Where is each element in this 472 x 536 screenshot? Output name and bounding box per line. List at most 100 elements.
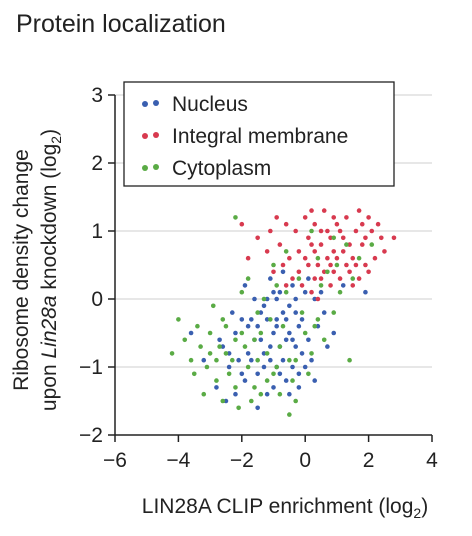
data-point <box>334 221 340 227</box>
x-tick-label: −6 <box>103 449 127 472</box>
data-point <box>315 296 321 302</box>
data-point <box>372 255 378 261</box>
x-tick-label: 4 <box>426 449 438 472</box>
data-point <box>309 351 314 356</box>
data-point <box>318 228 324 234</box>
data-point <box>359 242 365 247</box>
data-point <box>252 296 257 302</box>
data-point <box>239 330 245 336</box>
data-point <box>236 405 241 411</box>
data-point <box>207 330 213 336</box>
data-point <box>325 255 330 261</box>
data-point <box>337 228 343 234</box>
axes <box>108 94 433 442</box>
tick-labels: −6 −4 −2 0 2 4 −2 −1 0 1 2 3 <box>79 84 438 472</box>
data-point <box>268 344 273 349</box>
data-point <box>391 235 397 241</box>
data-point <box>309 242 314 247</box>
data-point <box>283 249 289 254</box>
data-point <box>280 310 286 315</box>
data-point <box>252 385 257 390</box>
data-point <box>340 249 346 254</box>
data-point <box>325 228 330 234</box>
data-point <box>271 269 276 275</box>
data-point <box>299 283 305 288</box>
data-point <box>264 249 270 254</box>
data-point <box>293 398 298 404</box>
data-point <box>309 289 314 295</box>
data-point <box>296 371 302 377</box>
data-point <box>337 276 343 281</box>
data-point <box>249 317 254 322</box>
data-point <box>290 276 295 281</box>
data-point <box>280 323 286 329</box>
data-point <box>201 391 207 397</box>
legend-item: Nucleus <box>142 93 248 116</box>
data-point <box>293 228 298 234</box>
data-point <box>283 317 289 322</box>
data-point <box>378 235 384 241</box>
data-point <box>318 242 324 247</box>
data-point <box>214 378 219 383</box>
data-point <box>334 262 340 268</box>
data-point <box>249 357 254 363</box>
data-point <box>271 385 276 390</box>
data-point <box>239 221 245 227</box>
data-point <box>290 364 295 370</box>
data-point <box>233 330 238 336</box>
data-point <box>309 208 314 213</box>
data-point <box>340 283 346 288</box>
data-point <box>306 371 311 377</box>
data-point <box>344 215 349 220</box>
data-point <box>188 330 194 336</box>
data-point <box>226 371 232 377</box>
data-point <box>312 221 318 227</box>
data-point <box>245 364 251 370</box>
data-point <box>302 330 308 336</box>
data-point <box>277 391 283 397</box>
data-points <box>169 208 397 417</box>
data-point <box>280 357 286 363</box>
data-point <box>274 317 279 322</box>
data-point <box>306 262 311 268</box>
data-point <box>245 276 251 281</box>
data-point <box>318 283 324 288</box>
data-point <box>287 303 292 309</box>
legend-item: Integral membrane <box>142 125 348 148</box>
series-nucleus <box>188 269 368 411</box>
data-point <box>264 317 270 322</box>
x-axis-label: LIN28A CLIP enrichment (log2) <box>142 495 428 521</box>
data-point <box>363 289 368 295</box>
data-point <box>210 303 216 309</box>
data-point <box>296 323 302 329</box>
data-point <box>328 235 333 241</box>
data-point <box>283 289 289 295</box>
data-point <box>255 310 260 315</box>
data-point <box>363 235 368 241</box>
data-point <box>258 391 264 397</box>
data-point <box>176 317 181 322</box>
data-point <box>315 255 321 261</box>
data-point <box>312 378 318 383</box>
data-point <box>306 235 311 241</box>
data-point <box>296 385 302 390</box>
data-point <box>249 398 254 404</box>
data-point <box>223 323 229 329</box>
data-point <box>356 276 362 281</box>
data-point <box>296 276 302 281</box>
data-point <box>331 269 337 275</box>
data-point <box>350 283 356 288</box>
data-point <box>340 235 346 241</box>
data-point <box>277 242 283 247</box>
data-point <box>233 337 238 343</box>
data-point <box>191 371 197 377</box>
data-point <box>233 391 238 397</box>
data-point <box>369 242 375 247</box>
data-point <box>369 228 375 234</box>
data-point <box>261 364 267 370</box>
data-point <box>255 323 260 329</box>
legend: Nucleus Integral membrane Cytoplasm <box>123 81 395 187</box>
data-point <box>204 364 210 370</box>
data-point <box>277 289 283 295</box>
